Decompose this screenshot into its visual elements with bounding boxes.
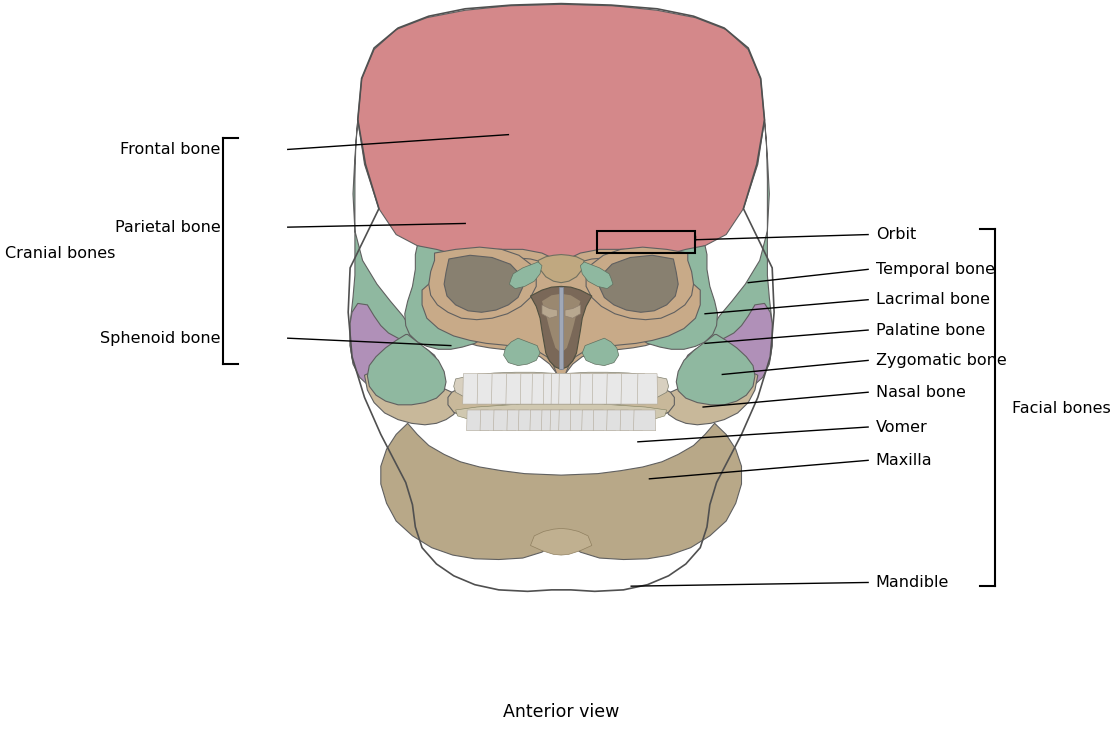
Polygon shape (358, 4, 765, 262)
Polygon shape (638, 374, 658, 404)
Polygon shape (466, 410, 488, 431)
Text: Palatine bone: Palatine bone (875, 322, 985, 337)
Polygon shape (423, 250, 700, 394)
Polygon shape (477, 374, 502, 404)
Polygon shape (454, 372, 669, 408)
Polygon shape (665, 373, 758, 425)
Polygon shape (367, 334, 446, 405)
Polygon shape (530, 410, 552, 431)
Polygon shape (607, 374, 631, 404)
Polygon shape (506, 374, 530, 404)
Text: Frontal bone: Frontal bone (120, 142, 221, 157)
Polygon shape (683, 303, 773, 394)
Polygon shape (551, 374, 571, 404)
Polygon shape (580, 262, 613, 288)
Text: Nasal bone: Nasal bone (875, 385, 966, 400)
Polygon shape (381, 424, 741, 559)
Text: Orbit: Orbit (875, 227, 917, 242)
Polygon shape (448, 380, 675, 429)
Polygon shape (463, 374, 487, 404)
Polygon shape (518, 410, 541, 431)
Polygon shape (405, 246, 504, 349)
Polygon shape (481, 410, 502, 431)
Polygon shape (510, 262, 542, 288)
Polygon shape (582, 410, 604, 431)
Polygon shape (705, 120, 773, 385)
Polygon shape (423, 258, 700, 386)
Text: Vomer: Vomer (875, 420, 928, 435)
Polygon shape (539, 255, 584, 282)
Polygon shape (532, 374, 552, 404)
Polygon shape (494, 410, 515, 431)
Polygon shape (619, 246, 718, 349)
Polygon shape (580, 374, 604, 404)
Text: Maxilla: Maxilla (875, 452, 932, 468)
Polygon shape (531, 528, 592, 555)
Polygon shape (565, 305, 580, 318)
Polygon shape (542, 293, 580, 353)
Polygon shape (586, 247, 694, 319)
Text: Anterior view: Anterior view (503, 703, 619, 721)
Polygon shape (620, 410, 642, 431)
Polygon shape (582, 338, 619, 366)
Polygon shape (600, 256, 678, 312)
Polygon shape (365, 373, 457, 425)
Polygon shape (677, 334, 755, 405)
Polygon shape (542, 305, 558, 318)
Polygon shape (543, 374, 563, 404)
Text: Cranial bones: Cranial bones (4, 246, 115, 261)
Polygon shape (559, 374, 579, 404)
Polygon shape (570, 374, 591, 404)
Polygon shape (429, 247, 536, 319)
Bar (597, 231, 696, 253)
Polygon shape (504, 338, 540, 366)
Text: Parietal bone: Parietal bone (115, 220, 221, 235)
Polygon shape (542, 410, 563, 431)
Text: Zygomatic bone: Zygomatic bone (875, 353, 1007, 368)
Text: Facial bones: Facial bones (1012, 401, 1111, 416)
Polygon shape (560, 287, 563, 369)
Polygon shape (350, 120, 417, 385)
Polygon shape (593, 410, 615, 431)
Polygon shape (456, 404, 667, 425)
Polygon shape (607, 410, 629, 431)
Polygon shape (521, 374, 541, 404)
Polygon shape (550, 410, 572, 431)
Polygon shape (592, 374, 617, 404)
Text: Sphenoid bone: Sphenoid bone (100, 331, 221, 345)
Polygon shape (633, 410, 656, 431)
Polygon shape (621, 374, 646, 404)
Polygon shape (531, 286, 592, 369)
Text: Mandible: Mandible (875, 575, 949, 590)
Polygon shape (570, 410, 592, 431)
Polygon shape (507, 410, 529, 431)
Polygon shape (492, 374, 515, 404)
Polygon shape (444, 256, 523, 312)
Polygon shape (559, 410, 581, 431)
Text: Lacrimal bone: Lacrimal bone (875, 292, 990, 307)
Polygon shape (350, 303, 438, 394)
Text: Temporal bone: Temporal bone (875, 262, 995, 277)
